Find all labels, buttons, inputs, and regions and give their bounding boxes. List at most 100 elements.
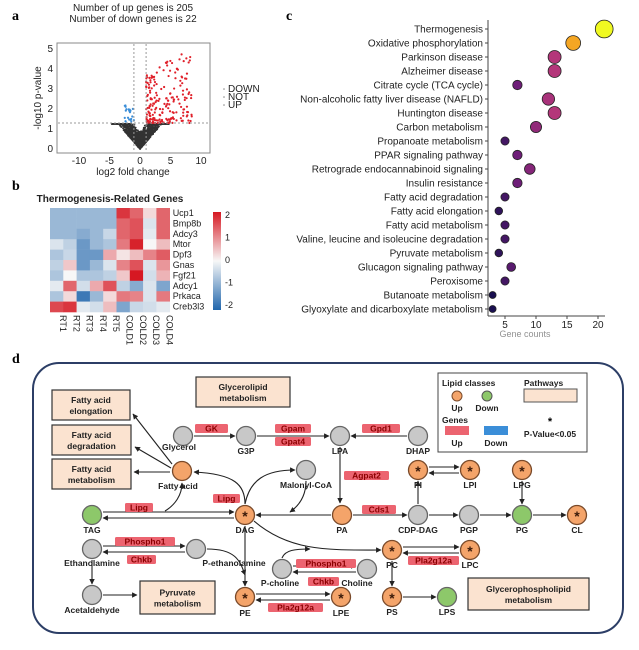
heatmap-cell — [116, 301, 131, 313]
volcano-point-down — [126, 116, 130, 119]
volcano-point-not — [125, 130, 128, 133]
node-label: CL — [571, 525, 582, 535]
x-tick-label: -5 — [105, 156, 114, 167]
heatmap-cell — [63, 249, 77, 261]
legend-down: Down — [475, 403, 498, 413]
heatmap-cell — [143, 228, 157, 240]
pathway-label: Fatty acid — [72, 430, 112, 440]
node-label: TAG — [83, 525, 101, 535]
gene-box-cds1 — [362, 505, 396, 514]
volcano-point-not — [142, 132, 145, 135]
volcano-point-up — [190, 113, 193, 116]
legend-gene-down: Down — [484, 438, 507, 448]
colorbar-tick: -1 — [225, 278, 233, 288]
heatmap-row-label: Prkaca — [173, 291, 201, 301]
volcano-point-up — [175, 95, 179, 98]
dot — [512, 177, 523, 189]
legend-dot — [223, 96, 225, 98]
volcano-point-up — [150, 98, 153, 101]
volcano-point-up — [158, 97, 161, 100]
volcano-point-not — [143, 124, 146, 127]
volcano-point-not — [135, 140, 138, 143]
volcano-point-up — [153, 75, 156, 78]
heatmap-cell — [143, 291, 157, 302]
volcano-point-up — [159, 114, 162, 117]
lipid-node-lpa — [329, 425, 351, 447]
heatmap-cell — [76, 260, 91, 271]
volcano-point-not — [140, 137, 143, 140]
heatmap-cell — [116, 280, 131, 292]
pathway-label: Glycerophospholipid — [486, 584, 571, 594]
volcano-point-not — [137, 141, 140, 144]
volcano-point-up — [170, 96, 173, 99]
volcano-point-not — [111, 123, 114, 125]
heatmap-cell — [63, 270, 77, 282]
colorbar-tick: -2 — [225, 300, 233, 310]
heatmap-col-label: RT1 — [58, 315, 68, 332]
volcano-point-not — [130, 130, 133, 133]
volcano-point-up — [153, 78, 156, 81]
volcano-point-not — [144, 127, 147, 130]
colorbar-tick: 1 — [225, 233, 230, 243]
volcano-point-up — [183, 96, 187, 99]
heatmap-cell — [129, 270, 144, 282]
heatmap-cell — [103, 270, 117, 282]
gene-box-agpat2 — [344, 471, 389, 480]
volcano-point-up — [183, 98, 186, 102]
gene-label: Chkb — [131, 555, 152, 565]
volcano-point-not — [145, 129, 148, 132]
volcano-point-not — [147, 128, 150, 131]
volcano-point-up — [151, 113, 154, 116]
volcano-point-up — [155, 82, 158, 86]
pathway-label: elongation — [70, 406, 113, 416]
heatmap-cell — [63, 218, 77, 230]
volcano-point-up — [181, 93, 185, 96]
lipid-node-pi — [407, 459, 429, 481]
node-label: PC — [386, 560, 398, 570]
legend-label: DOWN — [228, 84, 260, 95]
volcano-point-up — [166, 64, 169, 67]
node-label: PS — [386, 607, 398, 617]
volcano-point-up — [145, 74, 148, 77]
heatmap-cell — [143, 218, 157, 230]
volcano-point-up — [187, 61, 190, 64]
heatmap-col-label: COLD1 — [125, 315, 135, 345]
node-label: LPG — [513, 480, 531, 490]
volcano-point-up — [177, 98, 180, 101]
volcano-point-up — [169, 92, 172, 95]
volcano-point-up — [148, 76, 151, 79]
volcano-point-not — [146, 124, 149, 127]
volcano-point-down — [123, 116, 126, 119]
volcano-point-down — [128, 109, 131, 112]
heatmap-cell — [63, 301, 77, 313]
heatmap-cell — [76, 228, 91, 240]
pathway-label: Alzheimer disease — [401, 67, 483, 78]
legend-gene-up-swatch — [445, 426, 469, 435]
volcano-point-up — [149, 118, 152, 121]
heatmap-cell — [103, 218, 117, 230]
pathway-label: PPAR signaling pathway — [374, 151, 483, 162]
dot — [506, 262, 517, 272]
x-tick-label: 20 — [592, 320, 604, 331]
pathway-box-pyruvate — [139, 580, 216, 615]
volcano-point-up — [155, 91, 158, 94]
volcano-point-up — [176, 68, 179, 71]
lipid-node-malonyl — [295, 459, 317, 481]
pathway-label: Peroxisome — [430, 277, 483, 288]
volcano-point-not — [136, 145, 139, 148]
volcano-point-down — [124, 120, 127, 123]
volcano-point-up — [151, 104, 154, 107]
gene-box-gpd1 — [362, 424, 400, 433]
heatmap-cell — [116, 260, 131, 271]
volcano-point-up — [168, 69, 172, 72]
heatmap-row-label: Dpf3 — [173, 250, 192, 260]
volcano-point-not — [128, 125, 131, 128]
volcano-point-up — [156, 119, 159, 122]
x-axis-label: Gene counts — [499, 329, 551, 339]
dot — [494, 248, 503, 258]
pathway-label: Citrate cycle (TCA cycle) — [374, 81, 483, 92]
heatmap-cell — [129, 301, 144, 313]
gene-box-lipg1 — [213, 494, 240, 503]
